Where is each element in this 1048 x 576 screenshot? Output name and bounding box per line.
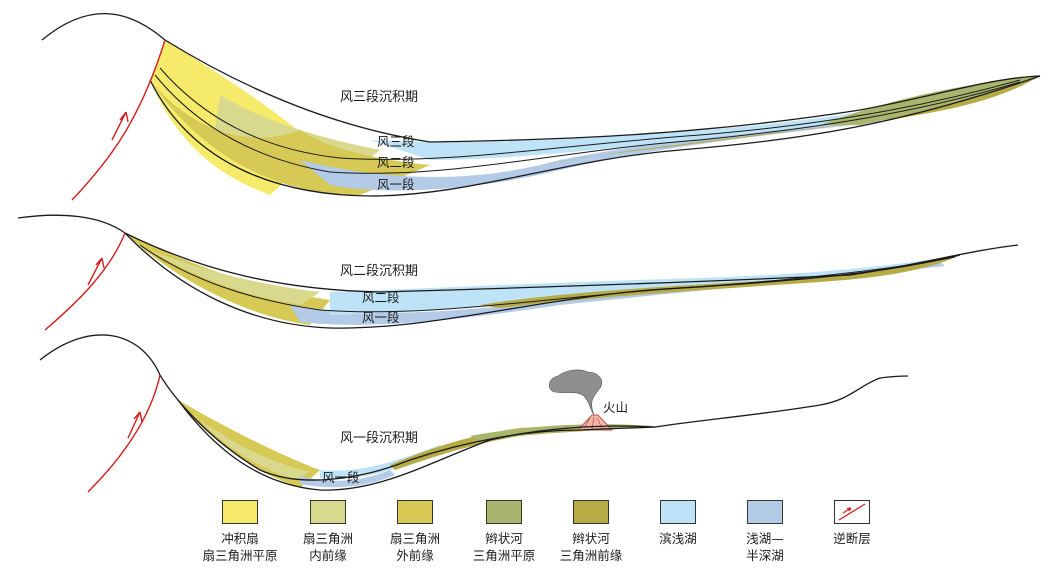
thrust-fault-line [87,374,161,493]
legend-label-line2: 三角洲前缘 [559,548,623,563]
legend-label-line1: 滨浅湖 [659,531,697,546]
lake-deep-zone [300,470,395,488]
fill-swatch-icon [310,500,346,524]
thrust-fault-line [71,39,166,201]
thrust-arrow-icon [127,411,143,439]
panel-3: 风一段沉积期 风一段 火山 [39,334,909,493]
fill-swatch-icon [660,500,696,524]
legend-label-line1: 冲积扇 [221,531,259,546]
shore-shallow-lake-zone [370,76,1040,160]
period-label: 风三段沉积期 [340,90,418,105]
legend-item-shallow-semi-deep-lake: 浅湖— 半深湖 [720,500,810,564]
legend-label-line1: 辫状河 [572,531,610,546]
legend-item-fan-delta-inner-front: 扇三角洲 内前缘 [283,500,373,564]
member-label: 风三段 [377,134,415,149]
legend-label-line2: 外前缘 [396,548,434,563]
legend-label-line1: 扇三角洲 [389,531,440,546]
basin-bottom-line [177,399,656,491]
legend-label-line1: 辫状河 [485,531,523,546]
fill-swatch-icon [573,500,609,524]
legend-label-line1: 逆断层 [833,531,871,546]
shore-shallow-lake-zone [330,255,960,315]
member-label: 风二段 [362,290,400,305]
fan-delta-inner-front-zone [200,420,310,480]
legend-item-shore-shallow-lake: 滨浅湖 [633,500,723,547]
volcano-cone [576,414,614,431]
volcano-label: 火山 [603,400,628,415]
period-label: 风二段沉积期 [340,264,418,279]
legend-label-line2: 内前缘 [309,548,347,563]
member-label: 风一段 [322,470,360,485]
legend-item-alluvial-fan: 冲积扇 扇三角洲平原 [195,500,285,564]
legend-label-line2: 扇三角洲平原 [202,548,278,563]
legend-label-line2: 半深湖 [746,548,784,563]
member-boundary-1 [139,244,956,313]
member-label: 风一段 [362,310,400,325]
volcanic-ash-plume [549,369,602,416]
period-label: 风一段沉积期 [340,431,418,446]
fill-swatch-icon [747,500,783,524]
panel-1: 风三段沉积期 风三段 风二段 风一段 [41,12,1041,201]
thrust-fault-line [44,232,126,331]
legend-item-braided-delta-plain: 辫状河 三角洲平原 [459,500,549,564]
fill-swatch-icon [486,500,522,524]
ground-surface-line [41,12,1041,143]
member-boundary-2 [159,67,1021,160]
fan-delta-inner-front-zone [150,250,320,305]
legend: 冲积扇 扇三角洲平原 扇三角洲 内前缘 扇三角洲 外前缘 辫状河 三角洲平原 辫… [195,500,915,574]
thrust-fault-symbol-icon [838,503,866,521]
legend-label-line2: 三角洲平原 [472,548,536,563]
fill-swatch-icon [222,500,258,524]
legend-label-line1: 浅湖— [746,531,784,546]
lake-deep-zone [290,262,945,325]
ground-surface-line [39,334,909,481]
thrust-fault-icon [834,500,870,524]
fan-delta-outer-front-zone [150,80,430,195]
basin-bottom-line [124,232,961,329]
member-label: 风一段 [377,177,415,192]
member-boundary-1 [154,74,1021,174]
legend-label-line1: 扇三角洲 [302,531,353,546]
basin-bottom-line [149,75,1041,197]
panel-2: 风二段沉积期 风二段 风一段 [17,214,1019,331]
member-label: 风二段 [377,155,415,170]
fill-swatch-icon [397,500,433,524]
thrust-arrow-icon [111,111,129,141]
legend-item-thrust-fault: 逆断层 [807,500,897,547]
thrust-arrow-icon [87,257,105,286]
legend-item-fan-delta-outer-front: 扇三角洲 外前缘 [370,500,460,564]
legend-item-braided-delta-front: 辫状河 三角洲前缘 [546,500,636,564]
shore-shallow-lake-zone [320,445,445,479]
